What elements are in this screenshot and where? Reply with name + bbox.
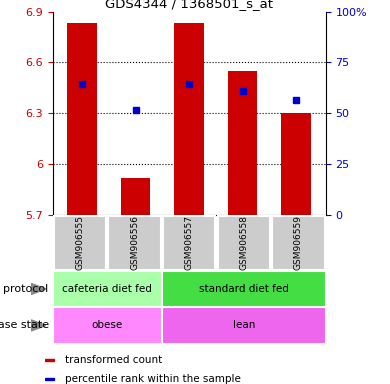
Text: disease state: disease state [0,320,49,331]
Bar [282,113,311,215]
Bar [54,216,106,270]
Text: lean: lean [232,320,255,331]
Polygon shape [31,320,46,331]
Bar [228,71,257,215]
Text: percentile rank within the sample: percentile rank within the sample [64,374,240,384]
Bar [108,216,161,270]
Text: GSM906555: GSM906555 [75,215,85,270]
Text: GSM906559: GSM906559 [294,215,303,270]
Bar [218,216,270,270]
Bar [174,23,204,215]
Bar [45,359,54,361]
Bar [162,307,326,344]
Bar [45,378,54,380]
Bar [162,271,326,307]
Polygon shape [31,283,46,295]
Bar [163,216,215,270]
Text: standard diet fed: standard diet fed [199,284,289,294]
Text: obese: obese [92,320,123,331]
Bar [53,271,162,307]
Bar [121,178,150,215]
Text: GSM906557: GSM906557 [184,215,194,270]
Text: cafeteria diet fed: cafeteria diet fed [62,284,152,294]
Text: transformed count: transformed count [64,355,162,365]
Bar [67,23,97,215]
Text: GSM906558: GSM906558 [239,215,248,270]
Title: GDS4344 / 1368501_s_at: GDS4344 / 1368501_s_at [105,0,273,10]
Text: protocol: protocol [4,284,49,294]
Bar [53,307,162,344]
Text: GSM906556: GSM906556 [130,215,139,270]
Bar [272,216,324,270]
